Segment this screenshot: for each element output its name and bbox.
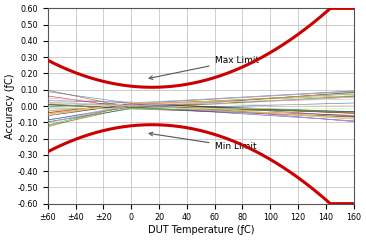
Y-axis label: Accuracy (ƒC): Accuracy (ƒC) (5, 73, 15, 139)
Text: Min Limit: Min Limit (149, 132, 256, 151)
Text: Max Limit: Max Limit (149, 56, 259, 79)
X-axis label: DUT Temperature (ƒC): DUT Temperature (ƒC) (147, 225, 254, 235)
